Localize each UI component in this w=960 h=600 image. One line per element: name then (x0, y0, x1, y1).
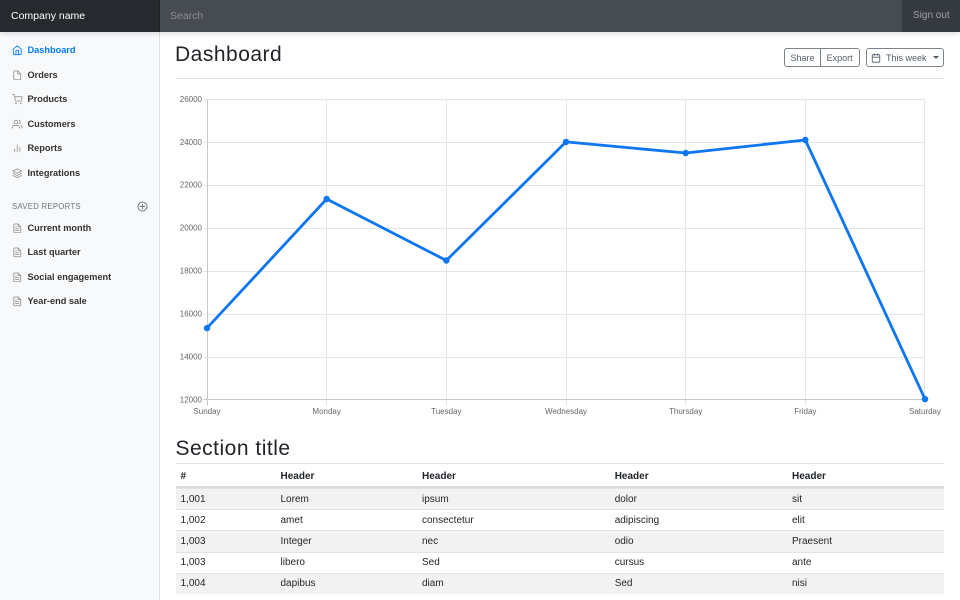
svg-text:Wednesday: Wednesday (545, 407, 587, 416)
svg-text:16000: 16000 (180, 310, 203, 319)
svg-text:Monday: Monday (312, 407, 340, 416)
svg-text:Tuesday: Tuesday (431, 407, 461, 416)
svg-text:Thursday: Thursday (669, 407, 702, 416)
svg-text:20000: 20000 (180, 224, 203, 233)
svg-text:14000: 14000 (180, 353, 203, 362)
svg-text:12000: 12000 (180, 396, 203, 405)
svg-text:Friday: Friday (794, 407, 816, 416)
svg-text:Sunday: Sunday (193, 407, 220, 416)
svg-text:22000: 22000 (180, 181, 203, 190)
svg-text:24000: 24000 (180, 138, 203, 147)
svg-text:18000: 18000 (180, 267, 203, 276)
svg-text:Saturday: Saturday (909, 407, 941, 416)
svg-text:26000: 26000 (180, 95, 203, 104)
